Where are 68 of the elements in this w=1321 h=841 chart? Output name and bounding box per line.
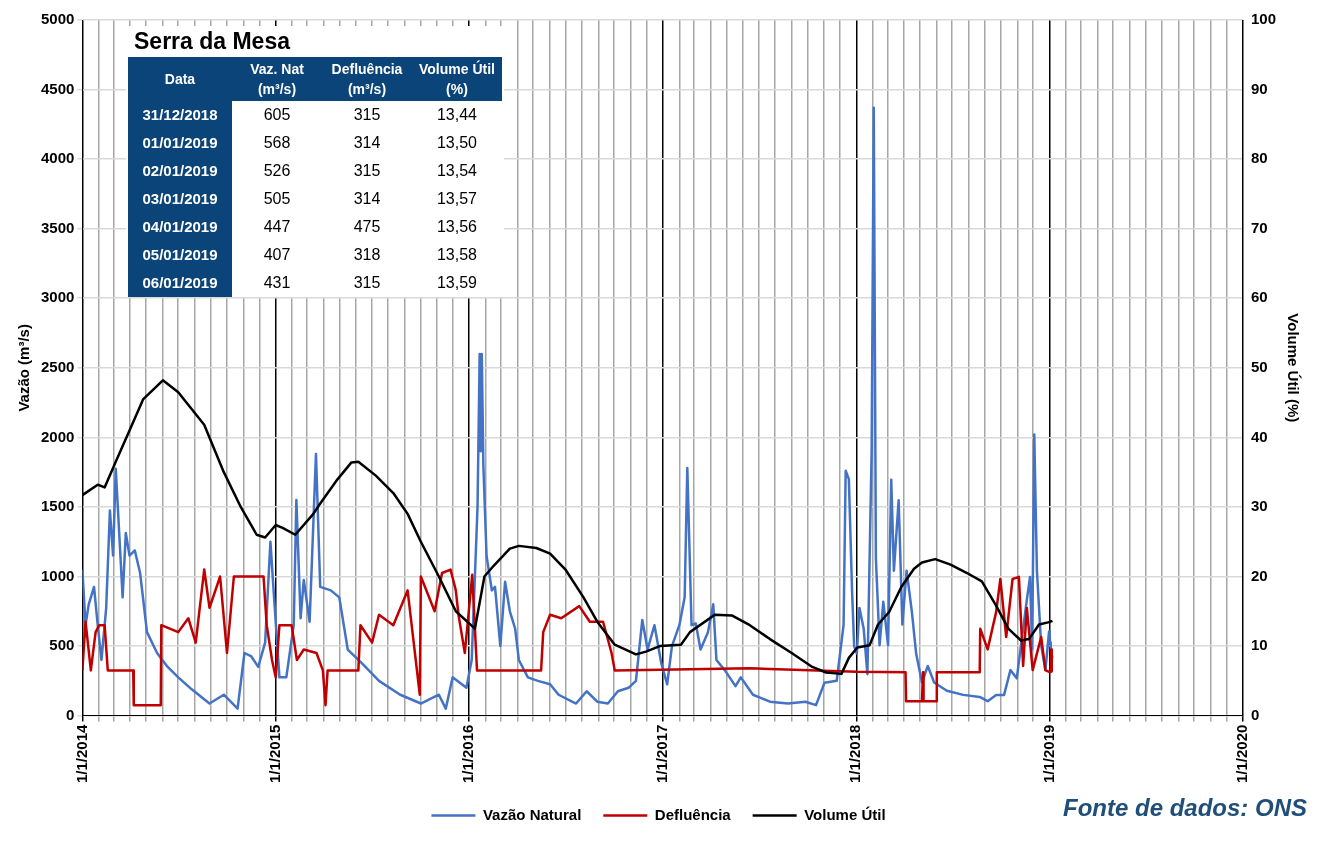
y-tick-label: 500 [49, 636, 75, 654]
y2-tick-label: 70 [1250, 218, 1268, 236]
text: 315 [353, 274, 381, 291]
category-label: 06/01/2019 [142, 274, 218, 291]
category-label: 05/01/2019 [142, 246, 218, 263]
legend-label: Volume Útil [804, 805, 886, 823]
category-label: Volume Útil (%) [412, 57, 502, 101]
x-tick-label: 1/1/2019 [1039, 724, 1057, 783]
y2-tick-label: 80 [1250, 149, 1268, 167]
y-tick-label: 4500 [40, 79, 75, 97]
text: 13,56 [436, 218, 478, 235]
text: 315 [353, 106, 381, 123]
legend-label: Vazão Natural [482, 805, 582, 823]
y2-tick-label: 20 [1250, 566, 1268, 584]
y-tick-label: 0 [66, 705, 75, 723]
y2-tick-label: 0 [1250, 705, 1260, 723]
y-tick-label: 2000 [40, 427, 75, 445]
text: 13,58 [436, 246, 478, 263]
category-label: Vaz. Nat (m³/s) [232, 57, 322, 101]
category-label: 31/12/2018 [142, 106, 218, 123]
x-tick-label: 1/1/2020 [1233, 724, 1251, 783]
y2-tick-label: 100 [1250, 10, 1276, 28]
text: 13,54 [436, 162, 478, 179]
text: 447 [263, 218, 291, 235]
text: 315 [353, 162, 381, 179]
text: 505 [263, 190, 291, 207]
text: 314 [353, 134, 381, 151]
category-label: 03/01/2019 [142, 190, 218, 207]
category-label: 01/01/2019 [142, 134, 218, 151]
category-label: Data [128, 57, 232, 101]
text: 568 [263, 134, 291, 151]
text: 13,44 [436, 106, 478, 123]
x-tick-label: 1/1/2015 [265, 724, 283, 783]
y-tick-label: 3500 [40, 218, 75, 236]
y2-tick-label: 10 [1250, 636, 1268, 654]
y-tick-label: 5000 [40, 10, 75, 28]
text: 407 [263, 246, 291, 263]
category-label: Defluência (m³/s) [322, 57, 412, 101]
text: 314 [353, 190, 381, 207]
y2-tick-label: 90 [1250, 79, 1268, 97]
y2-tick-label: 40 [1250, 427, 1268, 445]
y2-tick-label: 60 [1250, 288, 1268, 306]
text: Serra da Mesa [133, 28, 292, 56]
text: 13,57 [436, 190, 478, 207]
y2-axis-title: Volume Útil (%) [1284, 313, 1302, 423]
legend-label: Defluência [654, 805, 732, 823]
category-label: 04/01/2019 [142, 218, 218, 235]
x-tick-label: 1/1/2014 [72, 723, 90, 783]
text: 475 [353, 218, 381, 235]
x-tick-label: 1/1/2018 [846, 724, 864, 783]
y-axis-title: Vazão (m³/s) [15, 324, 33, 412]
x-tick-label: 1/1/2016 [459, 724, 477, 783]
text: 431 [263, 274, 291, 291]
y-tick-label: 2500 [40, 357, 75, 375]
text: 605 [263, 106, 291, 123]
y-tick-label: 4000 [40, 149, 75, 167]
y2-tick-label: 30 [1250, 497, 1268, 515]
text: 13,50 [436, 134, 478, 151]
text: 318 [353, 246, 381, 263]
y-tick-label: 1000 [40, 566, 75, 584]
x-tick-label: 1/1/2017 [653, 724, 671, 783]
y-tick-label: 1500 [40, 497, 75, 515]
text: 526 [263, 162, 291, 179]
y-tick-label: 3000 [40, 288, 75, 306]
y2-tick-label: 50 [1250, 357, 1268, 375]
source-note: Fonte de dados: ONS [1062, 794, 1307, 822]
category-label: 02/01/2019 [142, 162, 218, 179]
text: 13,59 [436, 274, 478, 291]
